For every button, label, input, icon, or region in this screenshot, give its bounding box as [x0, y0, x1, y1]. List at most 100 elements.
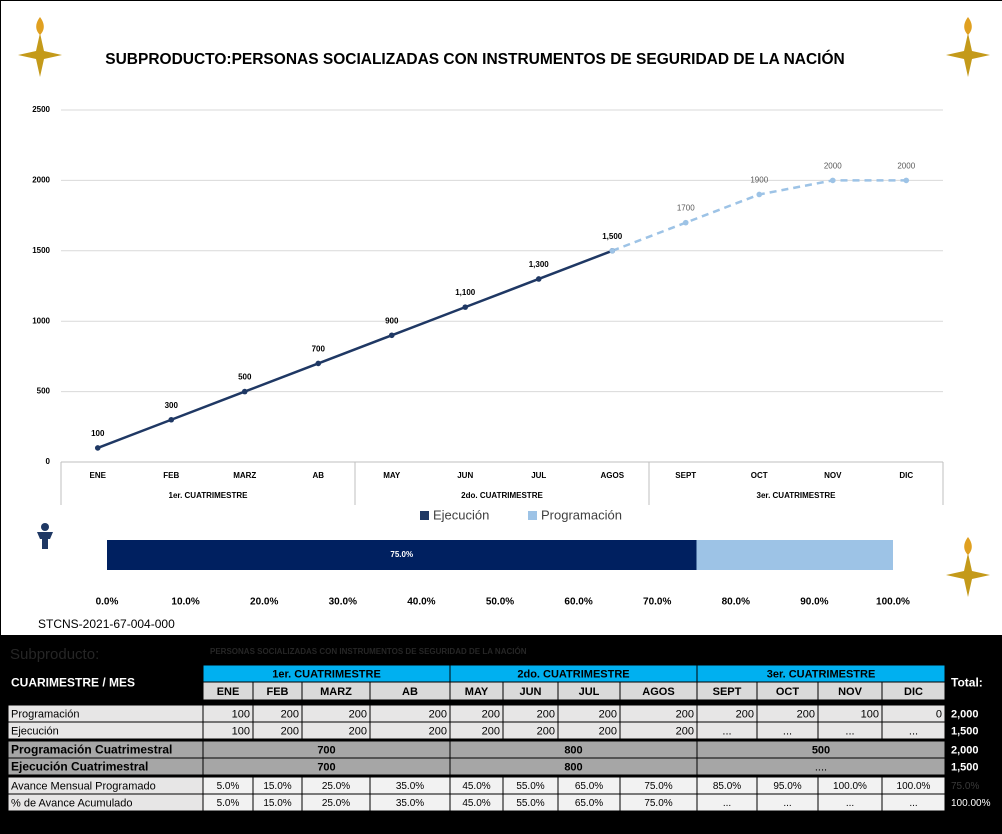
row-total-text: 2,000	[951, 744, 979, 756]
table-cell-text: 200	[676, 725, 694, 737]
table-caption: Subproducto:	[10, 646, 99, 663]
table-cell-text: 200	[281, 708, 299, 720]
x-tick-label: JUL	[531, 471, 546, 480]
row-total	[947, 757, 1002, 776]
data-point	[388, 332, 395, 339]
corner-header-text: CUARIMESTRE / MES	[11, 676, 135, 690]
month-header-text: AGOS	[642, 686, 674, 698]
x-tick-label: 100.0%	[876, 597, 910, 608]
row-label-text: Ejecución	[11, 725, 59, 737]
x-tick-label: AB	[312, 471, 324, 480]
code: STCNS-2021-67-004-000	[38, 617, 175, 631]
x-tick-label: 40.0%	[407, 597, 435, 608]
x-tick-label: 30.0%	[329, 597, 357, 608]
table-cell-text: ...	[722, 725, 731, 737]
legend-label: Ejecución	[433, 507, 489, 522]
table-cell-text: ...	[783, 725, 792, 737]
table-cell-text: ....	[815, 761, 827, 773]
emblem	[18, 17, 62, 77]
y-tick-label: 2500	[32, 105, 50, 114]
month-header-text: ENE	[217, 686, 240, 698]
data-label: 300	[165, 401, 179, 410]
table-cell-text: 800	[564, 761, 582, 773]
total-header	[947, 664, 1002, 701]
x-tick-label: DIC	[899, 471, 913, 480]
legend-swatch	[420, 511, 429, 520]
data-point	[168, 416, 175, 423]
data-point	[315, 360, 322, 367]
data-point	[756, 191, 763, 198]
x-tick-label: 10.0%	[171, 597, 199, 608]
table-cell	[881, 793, 946, 812]
table-cell-text: 200	[349, 708, 367, 720]
table-cell-text: 200	[482, 708, 500, 720]
table-cell	[881, 721, 946, 740]
series-line	[97, 249, 613, 450]
data-label: 1,300	[529, 260, 550, 269]
data-label: 1,500	[602, 232, 623, 241]
data-label: 500	[238, 373, 252, 382]
table-cell-text: 700	[317, 744, 335, 756]
table-cell-text: 5.0%	[217, 781, 240, 792]
month-header-text: JUN	[519, 686, 541, 698]
data-label: 900	[385, 316, 399, 325]
row-total-text: 2,000	[951, 708, 979, 720]
row-total-text: 1,500	[951, 725, 979, 737]
row-total-text: 100.00%	[951, 798, 991, 809]
table-cell-text: 65.0%	[575, 798, 603, 809]
bar-segment	[696, 540, 893, 570]
month-header-text: MAY	[465, 686, 489, 698]
table-cell	[696, 757, 946, 776]
bar-label: 75.0%	[390, 550, 413, 559]
person-icon	[37, 523, 53, 549]
month-header-text: SEPT	[713, 686, 742, 698]
x-tick-label: ENE	[90, 471, 107, 480]
table-cell-text: 200	[429, 725, 447, 737]
row-total-text: 75.0%	[951, 781, 979, 792]
data-label: 2000	[824, 162, 842, 171]
table-subtitle: PERSONAS SOCIALIZADAS CON INSTRUMENTOS D…	[210, 647, 527, 656]
month-header-text: FEB	[267, 686, 289, 698]
table-cell-text: ...	[783, 798, 791, 809]
table-cell-text: 200	[599, 725, 617, 737]
table-cell-text: 75.0%	[644, 798, 672, 809]
table-cell-text: 75.0%	[644, 781, 672, 792]
table-cell-text: 25.0%	[322, 781, 350, 792]
row-label-text: Programación Cuatrimestral	[11, 743, 172, 757]
table-cell-text: 0	[936, 708, 942, 720]
table-cell-text: 200	[537, 708, 555, 720]
x-tick-label: MARZ	[233, 471, 256, 480]
table-cell-text: 15.0%	[263, 798, 291, 809]
x-tick-label: FEB	[163, 471, 179, 480]
table-cell-text: ...	[909, 798, 917, 809]
month-header	[881, 681, 946, 701]
group-label: 3er. CUATRIMESTRE	[757, 491, 837, 500]
table-cell-text: 200	[797, 708, 815, 720]
legend-label: Programación	[541, 507, 622, 522]
x-tick-label: 90.0%	[800, 597, 828, 608]
data-point	[609, 248, 616, 254]
data-point	[682, 219, 689, 226]
table-cell-text: 200	[599, 708, 617, 720]
y-tick-label: 1500	[32, 246, 50, 255]
table-cell-text: 45.0%	[462, 798, 490, 809]
table-cell-text: 700	[317, 761, 335, 773]
table-cell-text: 200	[537, 725, 555, 737]
month-header-text: NOV	[838, 686, 863, 698]
bar-segment	[107, 540, 697, 570]
data-point	[94, 445, 101, 451]
data-label: 100	[91, 429, 105, 438]
table-cell-text: 100	[232, 708, 250, 720]
emblem	[946, 17, 990, 77]
row-total	[947, 721, 1002, 740]
table-cell-text: ...	[846, 798, 854, 809]
table-cell-text: 100.0%	[833, 781, 867, 792]
data-label: 1700	[677, 204, 695, 213]
data-point	[903, 177, 910, 184]
x-tick-label: 20.0%	[250, 597, 278, 608]
table-cell-text: 200	[281, 725, 299, 737]
table-cell-text: 25.0%	[322, 798, 350, 809]
emblem	[946, 537, 990, 597]
group-label: 2do. CUATRIMESTRE	[461, 491, 543, 500]
